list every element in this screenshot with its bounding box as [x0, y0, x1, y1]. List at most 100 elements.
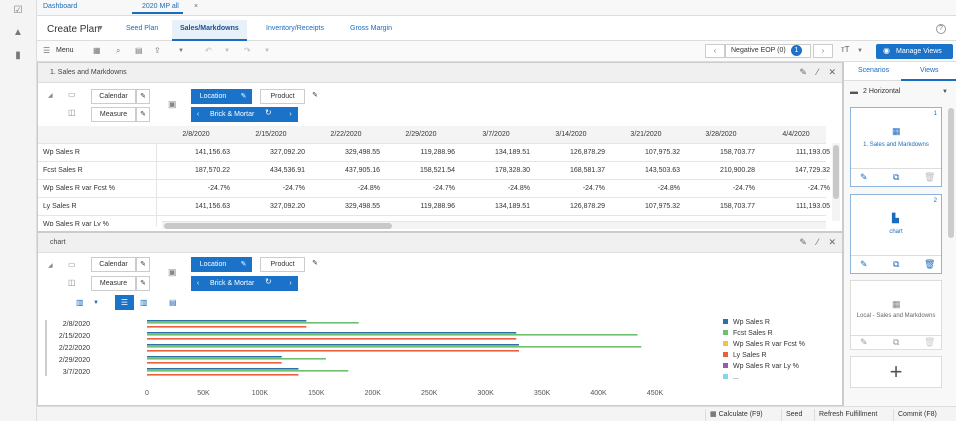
chart-type-icon[interactable]: ▥	[76, 298, 84, 307]
table-cell[interactable]: 134,189.51	[494, 149, 530, 156]
reset-icon[interactable]: ↻	[265, 277, 272, 286]
measure-edit-icon[interactable]: ✎	[136, 276, 150, 291]
brick-mortar-selector[interactable]: Brick & Mortar	[205, 276, 283, 291]
views-scroll-thumb[interactable]	[948, 108, 954, 238]
negative-eop-filter[interactable]: Negative EOP (0)	[725, 44, 811, 58]
reports-icon[interactable]: ▮	[15, 50, 21, 61]
table-cell[interactable]: -24.7%	[432, 185, 455, 192]
table-cell[interactable]: 158,703.77	[719, 203, 755, 210]
horizontal-scrollbar[interactable]	[162, 221, 826, 229]
close-icon[interactable]: ✕	[828, 237, 836, 247]
stacked-bar-icon[interactable]: ▤	[169, 298, 177, 307]
table-cell[interactable]: -24.7%	[582, 185, 605, 192]
table-cell[interactable]: 437,905.16	[344, 167, 380, 174]
duplicate-icon[interactable]: ⧉	[893, 172, 900, 182]
product-edit-icon[interactable]: ✎	[312, 260, 318, 267]
table-cell[interactable]: 119,288.96	[420, 149, 455, 156]
table-cell[interactable]: -24.7%	[807, 185, 830, 192]
tab-dashboard[interactable]: Dashboard	[43, 3, 78, 10]
table-cell[interactable]: 107,975.32	[644, 149, 680, 156]
calendar-edit-icon[interactable]: ✎	[136, 89, 150, 104]
edit-icon[interactable]: ✎	[860, 172, 868, 182]
brick-prev-button[interactable]: ‹	[191, 276, 205, 291]
delete-icon[interactable]: 🗑	[924, 259, 936, 269]
bell-icon[interactable]: ▲	[13, 27, 23, 38]
grid-icon[interactable]: ▦	[93, 46, 101, 55]
menu-icon[interactable]: ☰	[43, 46, 51, 55]
reset-icon[interactable]: ↻	[265, 108, 272, 117]
commit-button[interactable]: Commit (F8)	[893, 409, 941, 421]
refresh-fulfillment-button[interactable]: Refresh Fulfillment	[814, 409, 881, 421]
redo-icon[interactable]: ↷	[244, 46, 251, 55]
table-cell[interactable]: 134,189.51	[494, 203, 530, 210]
table-cell[interactable]: -24.7%	[282, 185, 305, 192]
vertical-bar-icon[interactable]: ▥	[140, 298, 148, 307]
collapse-triangle-icon[interactable]: ◢	[48, 93, 53, 99]
vertical-scrollbar[interactable]	[832, 143, 840, 221]
pivot-icon[interactable]: ▣	[168, 267, 177, 277]
table-cell[interactable]: 327,092.20	[269, 203, 305, 210]
product-dimension-chip[interactable]: Product	[260, 89, 305, 104]
column-header[interactable]: 3/28/2020	[705, 131, 737, 138]
column-header[interactable]: 2/8/2020	[182, 131, 210, 138]
tab-scenarios[interactable]: Scenarios	[858, 67, 890, 74]
location-edit-icon[interactable]: ✎	[235, 89, 252, 104]
search-icon[interactable]: ⌕	[116, 46, 121, 55]
measure-dimension-chip[interactable]: Measure	[91, 107, 136, 122]
calendar-dimension-chip[interactable]: Calendar	[91, 89, 136, 104]
table-cell[interactable]: 158,703.77	[719, 149, 755, 156]
table-cell[interactable]: -24.7%	[207, 185, 230, 192]
table-cell[interactable]: 187,570.22	[194, 167, 230, 174]
edit-icon[interactable]: ✎	[860, 259, 868, 269]
brick-prev-button[interactable]: ‹	[191, 107, 205, 122]
table-cell[interactable]: -24.8%	[657, 185, 680, 192]
calendar-dimension-chip[interactable]: Calendar	[91, 257, 136, 272]
text-size-dropdown-icon[interactable]: ▼	[857, 48, 863, 54]
export-icon[interactable]: ⇪	[154, 46, 161, 55]
close-tab-icon[interactable]: ×	[194, 3, 199, 10]
product-dimension-chip[interactable]: Product	[260, 257, 305, 272]
measure-dimension-chip[interactable]: Measure	[91, 276, 136, 291]
view-card-1[interactable]: 1 ▦ 1. Sales and Markdowns ✎ ⧉ 🗑	[850, 107, 942, 187]
table-cell[interactable]: 329,498.55	[344, 203, 380, 210]
tab-views[interactable]: Views	[920, 67, 939, 74]
calculate-button[interactable]: ▦ Calculate (F9)	[705, 409, 767, 421]
table-cell[interactable]: 147,729.32	[794, 167, 830, 174]
delete-icon[interactable]: 🗑	[924, 172, 936, 182]
table-cell[interactable]: -24.8%	[357, 185, 380, 192]
table-cell[interactable]: 107,975.32	[644, 203, 680, 210]
help-icon[interactable]: ?	[936, 24, 946, 34]
chevron-down-icon[interactable]: ▼	[97, 25, 104, 32]
table-cell[interactable]: 158,521.54	[419, 167, 455, 174]
measure-edit-icon[interactable]: ✎	[136, 107, 150, 122]
table-cell[interactable]: 111,193.05	[796, 149, 830, 156]
text-size-icon[interactable]: тТ	[841, 45, 850, 54]
view-card-3[interactable]: ▦ Local - Sales and Markdowns ✎ ⧉ 🗑	[850, 280, 942, 350]
undo-dropdown-icon[interactable]: ▼	[224, 48, 230, 54]
table-cell[interactable]: 210,900.28	[719, 167, 755, 174]
layout-select[interactable]: 2 Horizontal	[863, 88, 901, 95]
delete-icon[interactable]: 🗑	[924, 337, 936, 347]
column-header[interactable]: 2/29/2020	[405, 131, 437, 138]
location-dimension-chip[interactable]: Location	[191, 89, 235, 104]
manage-views-button[interactable]: Manage Views	[876, 44, 953, 59]
add-view-button[interactable]: +	[850, 356, 942, 388]
horizontal-bar-icon[interactable]: ☰	[115, 295, 134, 310]
table-cell[interactable]: 329,498.55	[344, 149, 380, 156]
table-cell[interactable]: 119,288.96	[420, 203, 455, 210]
column-header[interactable]: 3/14/2020	[555, 131, 587, 138]
menu-button[interactable]: Menu	[56, 47, 74, 54]
vertical-scroll-thumb[interactable]	[833, 145, 839, 199]
edit-icon[interactable]: ✎	[860, 337, 868, 347]
edit-icon[interactable]: ✎	[799, 67, 807, 77]
table-cell[interactable]: 434,536.91	[269, 167, 305, 174]
table-cell[interactable]: 141,156.63	[194, 203, 230, 210]
view-card-2[interactable]: 2 ▙ chart ✎ ⧉ 🗑	[850, 194, 942, 274]
pin-icon[interactable]: ⁄	[816, 237, 819, 247]
brick-next-button[interactable]: ›	[283, 107, 298, 122]
tab-plan[interactable]: 2020 MP all	[132, 3, 183, 14]
undo-icon[interactable]: ↶	[205, 46, 212, 55]
table-icon[interactable]: ▤	[135, 46, 143, 55]
column-header[interactable]: 3/21/2020	[630, 131, 662, 138]
edit-icon[interactable]: ✎	[799, 237, 807, 247]
